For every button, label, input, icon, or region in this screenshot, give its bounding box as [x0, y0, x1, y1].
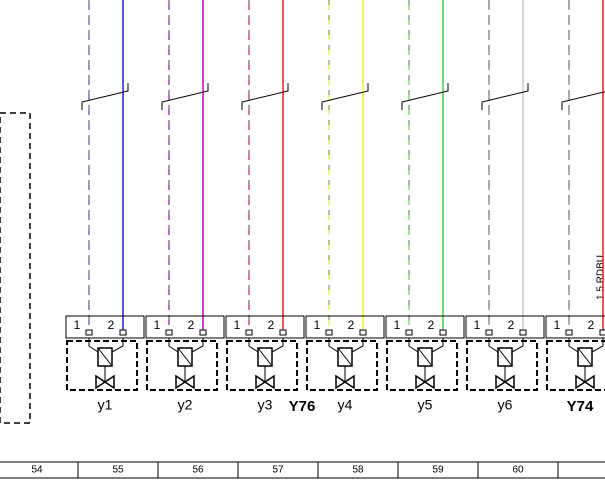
pin [325, 329, 333, 336]
lead [511, 338, 524, 353]
lead [88, 338, 99, 353]
valve [415, 374, 435, 390]
pin [565, 329, 573, 336]
pin-label: 1 [314, 318, 321, 332]
pin-label: 1 [74, 318, 81, 332]
shield [321, 83, 369, 110]
valve-label: y2 [178, 397, 193, 413]
connector [65, 315, 145, 339]
valve-box [146, 340, 218, 391]
pin [165, 329, 173, 336]
connector [545, 315, 605, 339]
ruler-label: 54 [31, 465, 43, 476]
shield [481, 83, 529, 110]
shield [81, 83, 129, 110]
connector [385, 315, 465, 339]
pin [359, 329, 367, 336]
valve-label: y1 [98, 397, 113, 413]
pin-label: 1 [394, 318, 401, 332]
shield [241, 83, 289, 110]
pin-label: 2 [428, 318, 435, 332]
pin-label: 2 [348, 318, 355, 332]
valve-box [386, 340, 458, 391]
coil-mark [337, 347, 353, 367]
pin [519, 329, 527, 336]
shield [561, 91, 605, 110]
shield [401, 83, 449, 110]
valve-label: y4 [338, 397, 353, 413]
group-label: Y74 [567, 398, 594, 415]
lead [568, 338, 579, 353]
group-label: Y76 [289, 398, 316, 415]
valve [495, 374, 515, 390]
valve [255, 374, 275, 390]
ruler-label: 60 [512, 465, 524, 476]
pin-label: 1 [154, 318, 161, 332]
valve [575, 374, 595, 390]
valve-box [546, 340, 605, 391]
lead [328, 338, 339, 353]
lead [168, 338, 179, 353]
pin-label: 2 [188, 318, 195, 332]
pin-label: 1 [474, 318, 481, 332]
lead [591, 338, 604, 353]
valve [95, 374, 115, 390]
pin [405, 329, 413, 336]
valve-box [306, 340, 378, 391]
connector [465, 315, 545, 339]
coil-mark [97, 347, 113, 367]
valve-box [466, 340, 538, 391]
pin [439, 329, 447, 336]
ruler-label: 55 [112, 465, 124, 476]
ruler-label: 56 [192, 465, 204, 476]
valve [335, 374, 355, 390]
lead [248, 338, 259, 353]
connector [145, 315, 225, 339]
coil-mark [257, 347, 273, 367]
shield [161, 83, 209, 110]
lead [271, 338, 284, 353]
pin-label: 2 [508, 318, 515, 332]
pin-label: 1 [234, 318, 241, 332]
connector [305, 315, 385, 339]
lead [111, 338, 124, 353]
valve-label: y6 [498, 397, 513, 413]
connector [225, 315, 305, 339]
ruler-label: 59 [432, 465, 444, 476]
device-box [0, 112, 31, 424]
coil-mark [177, 347, 193, 367]
lead [431, 338, 444, 353]
ruler-label: 57 [272, 465, 284, 476]
valve-label: y3 [258, 397, 273, 413]
pin-label: 2 [268, 318, 275, 332]
pin-label: 2 [108, 318, 115, 332]
pin [85, 329, 93, 336]
pin [485, 329, 493, 336]
coil-mark [497, 347, 513, 367]
pin-label: 1 [554, 318, 561, 332]
valve-box [226, 340, 298, 391]
coil-mark [417, 347, 433, 367]
ruler-label: 58 [352, 465, 364, 476]
lead [488, 338, 499, 353]
valve [175, 374, 195, 390]
pin [119, 329, 127, 336]
lead [351, 338, 364, 353]
pin [199, 329, 207, 336]
pin [279, 329, 287, 336]
valve-box [66, 340, 138, 391]
valve-label: y5 [418, 397, 433, 413]
pin [245, 329, 253, 336]
lead [408, 338, 419, 353]
pin-label: 2 [588, 318, 595, 332]
pin [599, 329, 605, 336]
coil-mark [577, 347, 593, 367]
wire-note: 1.5 RDBU [596, 255, 605, 300]
lead [191, 338, 204, 353]
